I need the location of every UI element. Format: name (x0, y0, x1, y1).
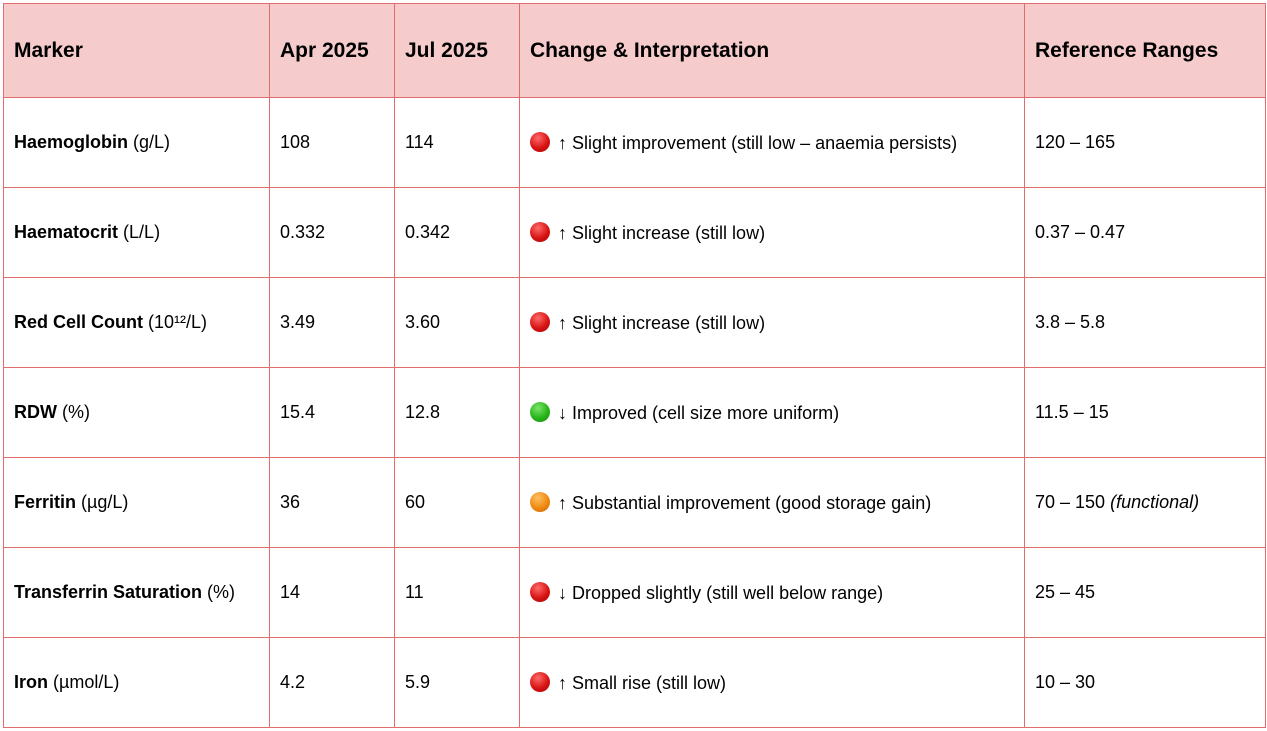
apr-value: 36 (269, 457, 395, 548)
change-text: ↓ Improved (cell size more uniform) (558, 402, 840, 423)
marker-cell: Iron (µmol/L) (3, 637, 270, 728)
apr-value: 15.4 (269, 367, 395, 458)
orange-circle-icon (530, 491, 550, 512)
apr-value: 0.332 (269, 187, 395, 278)
jul-value: 60 (394, 457, 520, 548)
reference-range-cell: 120 – 165 (1024, 97, 1266, 188)
apr-value: 4.2 (269, 637, 395, 728)
red-circle-icon (530, 581, 550, 602)
change-text: ↑ Slight increase (still low) (558, 312, 766, 333)
reference-range-note: (functional) (1110, 492, 1200, 512)
change-cell: ↑ Slight improvement (still low – anaemi… (519, 97, 1025, 188)
header-marker: Marker (3, 3, 270, 98)
jul-value: 3.60 (394, 277, 520, 368)
marker-cell: Red Cell Count (10¹²/L) (3, 277, 270, 368)
marker-name: Iron (14, 672, 48, 692)
marker-name: Red Cell Count (14, 312, 143, 332)
table-row: Haematocrit (L/L) 0.332 0.342 ↑ Slight incr… (3, 187, 1266, 278)
jul-value: 114 (394, 97, 520, 188)
apr-value: 108 (269, 97, 395, 188)
marker-unit: (%) (202, 582, 236, 602)
reference-range: 10 – 30 (1035, 672, 1096, 692)
green-circle-icon (530, 401, 550, 422)
reference-range-cell: 10 – 30 (1024, 637, 1266, 728)
reference-range: 11.5 – 15 (1035, 402, 1109, 422)
header-apr-2025: Apr 2025 (269, 3, 395, 98)
marker-name: RDW (14, 402, 57, 422)
marker-unit: (µmol/L) (48, 672, 120, 692)
table-row: Transferrin Saturation (%) 14 11 ↓ Dropped … (3, 547, 1266, 638)
header-change: Change & Interpretation (519, 3, 1025, 98)
change-cell: ↑ Slight increase (still low) (519, 277, 1025, 368)
red-circle-icon (530, 131, 550, 152)
change-text: ↑ Substantial improvement (good storage … (558, 492, 932, 513)
red-circle-icon (530, 311, 550, 332)
change-cell: ↓ Dropped slightly (still well below ran… (519, 547, 1025, 638)
marker-cell: Haematocrit (L/L) (3, 187, 270, 278)
header-jul-2025: Jul 2025 (394, 3, 520, 98)
marker-unit: (g/L) (128, 132, 171, 152)
table-row: Ferritin (µg/L) 36 60 ↑ Substantial improve… (3, 457, 1266, 548)
table-row: RDW (%) 15.4 12.8 ↓ Improved (cell size mor… (3, 367, 1266, 458)
change-cell: ↑ Small rise (still low) (519, 637, 1025, 728)
header-row: Marker Apr 2025 Jul 2025 Change & Interp… (3, 3, 1266, 98)
change-text: ↓ Dropped slightly (still well below ran… (558, 582, 884, 603)
reference-range-cell: 11.5 – 15 (1024, 367, 1266, 458)
jul-value: 11 (394, 547, 520, 638)
lab-results-table: Marker Apr 2025 Jul 2025 Change & Interp… (3, 3, 1266, 728)
header-reference-ranges: Reference Ranges (1024, 3, 1266, 98)
change-cell: ↑ Slight increase (still low) (519, 187, 1025, 278)
marker-name: Transferrin Saturation (14, 582, 203, 602)
red-circle-icon (530, 671, 550, 692)
marker-unit: (µg/L) (76, 492, 129, 512)
reference-range-cell: 25 – 45 (1024, 547, 1266, 638)
marker-cell: Ferritin (µg/L) (3, 457, 270, 548)
reference-range: 25 – 45 (1035, 582, 1096, 602)
red-circle-icon (530, 221, 550, 242)
reference-range-cell: 70 – 150 (functional) (1024, 457, 1266, 548)
marker-cell: Haemoglobin (g/L) (3, 97, 270, 188)
marker-name: Haemoglobin (14, 132, 129, 152)
marker-cell: Transferrin Saturation (%) (3, 547, 270, 638)
table-row: Iron (µmol/L) 4.2 5.9 ↑ Small rise (still l… (3, 637, 1266, 728)
marker-unit: (%) (57, 402, 90, 422)
marker-unit: (L/L) (118, 222, 161, 242)
apr-value: 3.49 (269, 277, 395, 368)
change-text: ↑ Slight increase (still low) (558, 222, 766, 243)
reference-range: 3.8 – 5.8 (1035, 312, 1106, 332)
marker-unit: (10¹²/L) (143, 312, 208, 332)
table-row: Red Cell Count (10¹²/L) 3.49 3.60 ↑ Slight … (3, 277, 1266, 368)
reference-range: 70 – 150 (1035, 492, 1111, 512)
marker-cell: RDW (%) (3, 367, 270, 458)
change-text: ↑ Slight improvement (still low – anaemi… (558, 132, 958, 153)
change-text: ↑ Small rise (still low) (558, 672, 727, 693)
table-row: Haemoglobin (g/L) 108 114 ↑ Slight improvem… (3, 97, 1266, 188)
jul-value: 5.9 (394, 637, 520, 728)
apr-value: 14 (269, 547, 395, 638)
change-cell: ↓ Improved (cell size more uniform) (519, 367, 1025, 458)
marker-name: Ferritin (14, 492, 77, 512)
change-cell: ↑ Substantial improvement (good storage … (519, 457, 1025, 548)
jul-value: 0.342 (394, 187, 520, 278)
reference-range: 120 – 165 (1035, 132, 1116, 152)
reference-range-cell: 0.37 – 0.47 (1024, 187, 1266, 278)
reference-range-cell: 3.8 – 5.8 (1024, 277, 1266, 368)
jul-value: 12.8 (394, 367, 520, 458)
reference-range: 0.37 – 0.47 (1035, 222, 1126, 242)
marker-name: Haematocrit (14, 222, 119, 242)
